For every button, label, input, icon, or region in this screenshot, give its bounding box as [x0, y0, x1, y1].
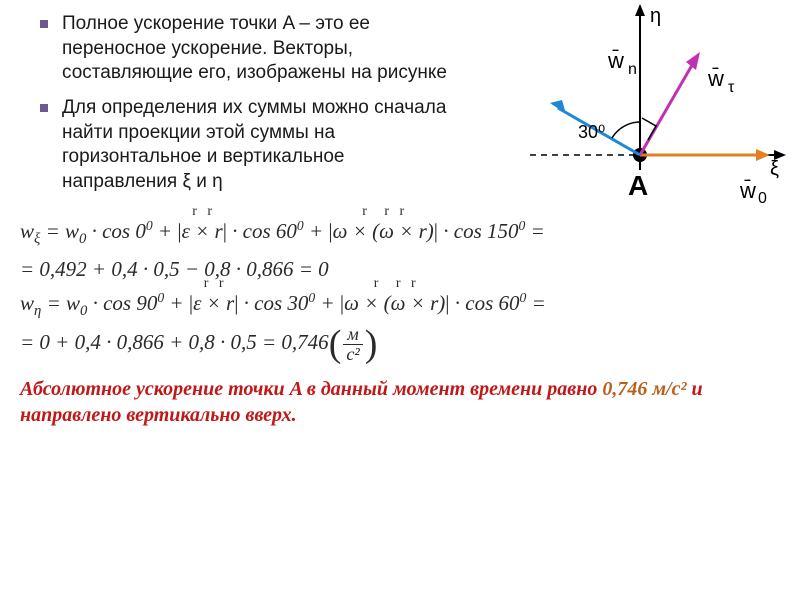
vec-wn-sub: n: [628, 61, 637, 78]
eq-line-4: = 0 + 0,4 · 0,866 + 0,8 · 0,5 = 0,746(мс…: [20, 325, 780, 364]
angle-label: 30⁰: [578, 122, 605, 142]
bullet-marker: [40, 104, 48, 112]
bullet-text: Для определения их суммы можно сначала н…: [62, 96, 462, 195]
conclusion-text: Абсолютное ускорение точки A в данный мо…: [0, 366, 800, 428]
point-a-label: A: [628, 170, 648, 201]
eq-line-3: wη = w0 · cos 900 + |r rε × r| · cos 300…: [20, 287, 780, 323]
vector-diagram: η ξ A w̄ 0 w̄ τ w̄ n 30⁰: [470, 0, 790, 230]
vec-wt-label: w̄: [707, 66, 724, 91]
vec-wt-sub: τ: [728, 79, 735, 96]
vec-wn-label: w̄: [607, 48, 624, 73]
axis-eta-label: η: [650, 5, 661, 27]
vec-w0-label: w̄: [739, 178, 756, 203]
bullet-marker: [40, 20, 48, 28]
bullet-text: Полное ускорение точки A – это ее перено…: [62, 12, 462, 86]
vec-w0-sub: 0: [758, 190, 767, 207]
axis-xi-label: ξ: [770, 158, 779, 180]
